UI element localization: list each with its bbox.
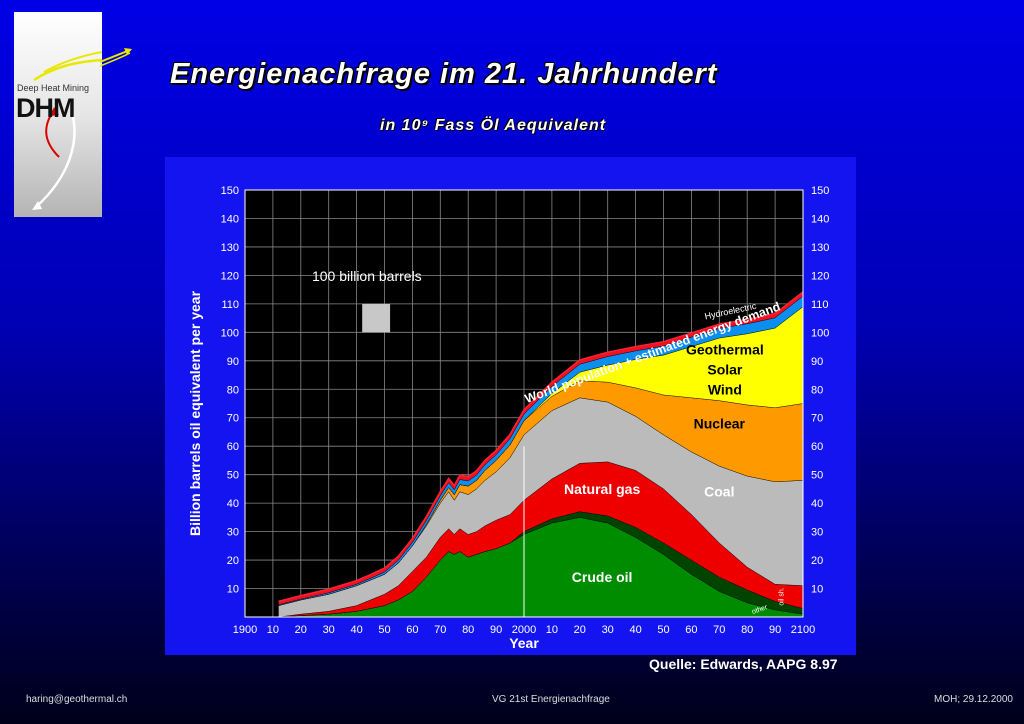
x-tick-label: 1900: [233, 624, 257, 636]
footer-date: MOH; 29.12.2000: [934, 694, 1013, 705]
x-tick-label: 30: [602, 624, 614, 636]
y-tick-label-right: 140: [811, 213, 829, 225]
x-tick-label: 70: [434, 624, 446, 636]
x-tick-label: 10: [267, 624, 279, 636]
logo-subtitle: Deep Heat Mining: [17, 83, 90, 93]
y-tick-label-right: 10: [811, 584, 823, 596]
area-label: Geothermal: [686, 341, 764, 357]
y-tick-label-right: 90: [811, 356, 823, 368]
y-tick-label-right: 150: [811, 185, 829, 197]
area-label: Nuclear: [694, 415, 746, 431]
x-tick-label: 90: [769, 624, 781, 636]
x-tick-label: 90: [490, 624, 502, 636]
y-tick-label-left: 40: [227, 498, 239, 510]
x-tick-label: 60: [406, 624, 418, 636]
area-label: Coal: [704, 484, 734, 500]
arrow-out-icon: [14, 12, 102, 92]
x-tick-label: 20: [295, 624, 307, 636]
y-tick-label-left: 30: [227, 527, 239, 539]
x-tick-label: 30: [323, 624, 335, 636]
x-tick-label: 2000: [512, 624, 536, 636]
footer-email: haring@geothermal.ch: [26, 694, 128, 705]
x-tick-label: 70: [713, 624, 725, 636]
page-subtitle: in 10⁹ Fass Öl Aequivalent: [380, 117, 607, 134]
x-tick-label: 50: [657, 624, 669, 636]
x-tick-label: 40: [350, 624, 362, 636]
y-tick-label-right: 50: [811, 470, 823, 482]
x-tick-label: 80: [462, 624, 474, 636]
y-tick-label-left: 90: [227, 356, 239, 368]
source-note: Quelle: Edwards, AAPG 8.97: [649, 656, 838, 672]
y-tick-label-left: 20: [227, 555, 239, 567]
y-tick-label-left: 70: [227, 413, 239, 425]
y-tick-label-left: 130: [221, 242, 239, 254]
y-tick-label-left: 100: [221, 327, 239, 339]
oil-shale-label: oil sh.: [778, 587, 785, 605]
plot-frame: [244, 189, 804, 618]
x-tick-label: 50: [378, 624, 390, 636]
x-tick-label: 20: [574, 624, 586, 636]
x-tick-label: 60: [685, 624, 697, 636]
x-tick-label: 80: [741, 624, 753, 636]
y-tick-label-left: 50: [227, 470, 239, 482]
y-tick-label-right: 120: [811, 270, 829, 282]
y-axis-title: Billion barrels oil equivalent per year: [187, 290, 203, 536]
x-tick-label: 40: [629, 624, 641, 636]
y-tick-label-left: 10: [227, 584, 239, 596]
demand-curve: [278, 291, 804, 603]
y-tick-label-left: 110: [221, 299, 239, 311]
arrows-icon: [32, 51, 102, 210]
x-tick-label: 10: [546, 624, 558, 636]
y-tick-label-left: 120: [221, 270, 239, 282]
dhm-logo: Deep Heat Mining DHM: [14, 12, 102, 217]
area-label: Crude oil: [572, 569, 633, 585]
logo-text: DHM: [16, 93, 75, 123]
y-tick-label-left: 60: [227, 441, 239, 453]
page-title: Energienachfrage im 21. Jahrhundert: [170, 58, 718, 90]
y-tick-label-right: 110: [811, 299, 829, 311]
yellow-arrow-icon: [100, 48, 132, 67]
scale-box-label: 100 billion barrels: [312, 268, 422, 284]
scale-box: [362, 303, 391, 333]
y-tick-label-left: 80: [227, 384, 239, 396]
x-axis-title: Year: [509, 635, 539, 651]
area-label: Solar: [707, 361, 743, 377]
energy-chart: 100 billion barrels 10 10 20 20 30 30 40 40 50 50…: [187, 185, 829, 651]
y-tick-label-right: 80: [811, 384, 823, 396]
area-label: Natural gas: [564, 481, 640, 497]
y-tick-label-right: 40: [811, 498, 823, 510]
y-tick-label-right: 130: [811, 242, 829, 254]
area-label: Wind: [708, 381, 742, 397]
x-tick-label: 2100: [791, 624, 815, 636]
y-tick-label-left: 150: [221, 185, 239, 197]
y-tick-label-right: 70: [811, 413, 823, 425]
y-tick-label-left: 140: [221, 213, 239, 225]
y-tick-label-right: 20: [811, 555, 823, 567]
footer-center: VG 21st Energienachfrage: [492, 694, 610, 705]
y-tick-label-right: 30: [811, 527, 823, 539]
chart-panel: 100 billion barrels 10 10 20 20 30 30 40 40 50 50…: [165, 157, 856, 655]
y-tick-label-right: 60: [811, 441, 823, 453]
y-tick-label-right: 100: [811, 327, 829, 339]
